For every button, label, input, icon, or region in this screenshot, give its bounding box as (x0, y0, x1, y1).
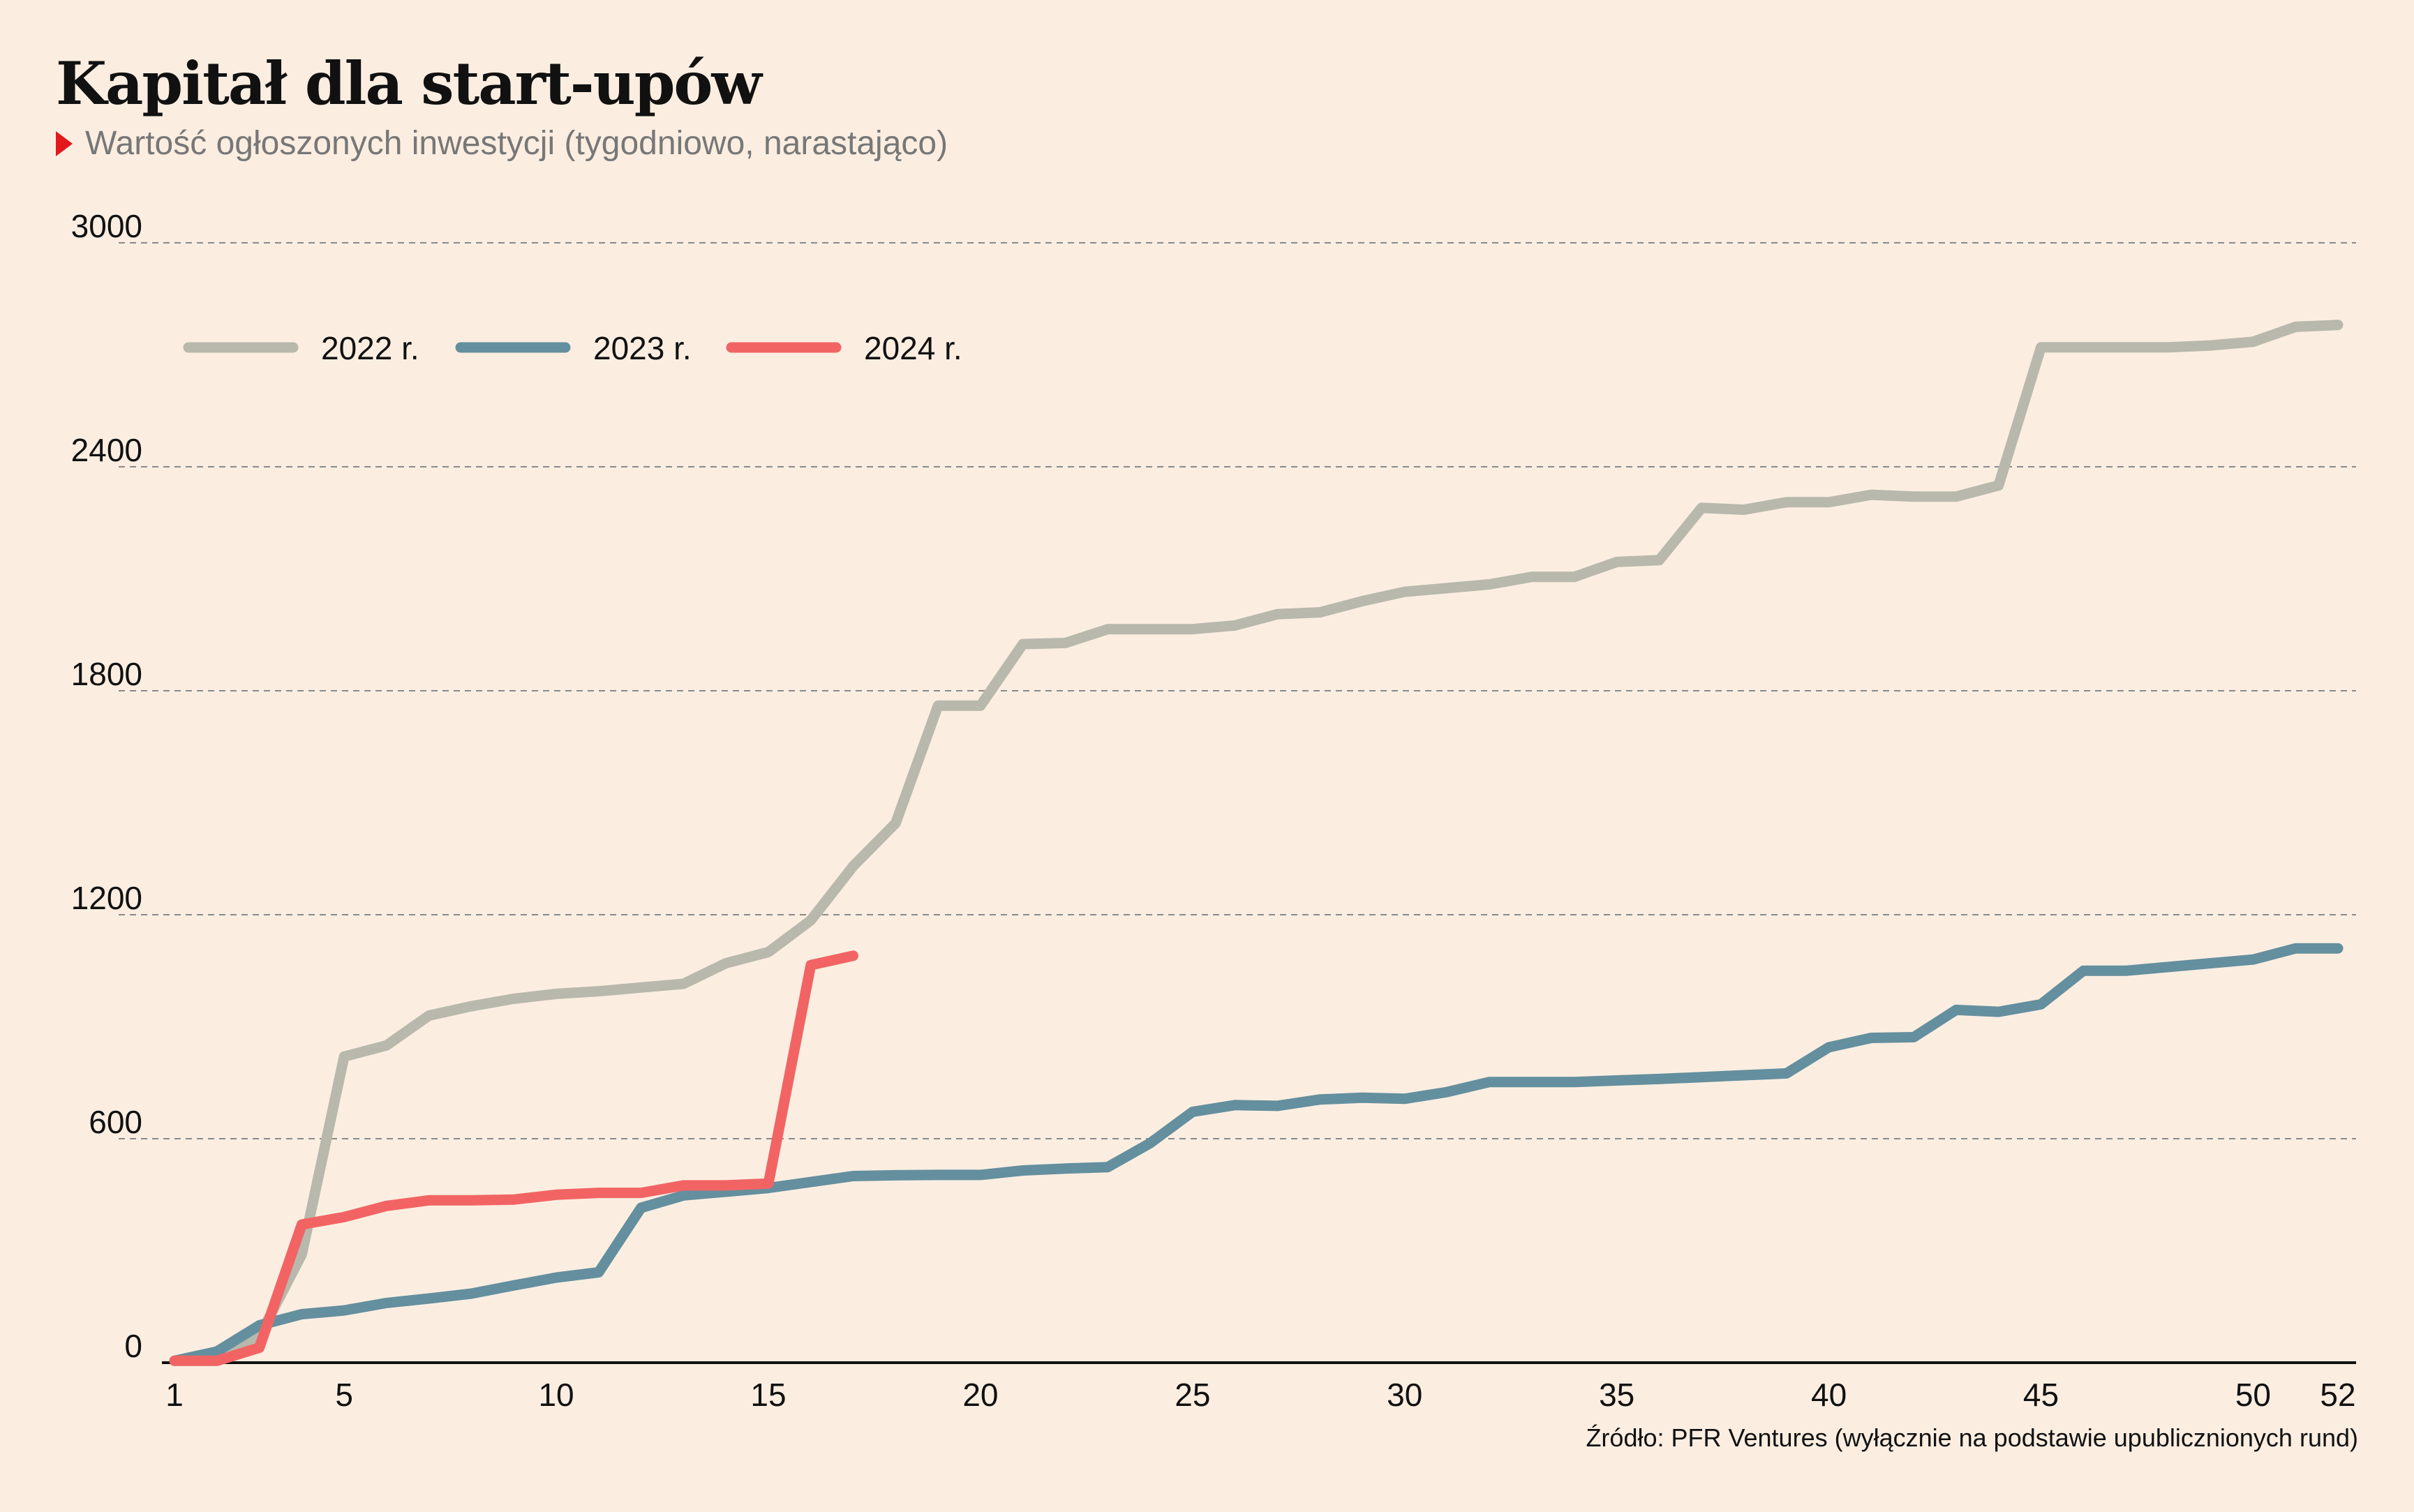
y-tick-label: 0 (124, 1328, 142, 1364)
grid-lines (119, 242, 2356, 1139)
source-note: Źródło: PFR Ventures (wyłącznie na podst… (1586, 1423, 2358, 1452)
x-tick-label: 20 (962, 1377, 998, 1413)
x-tick-label: 25 (1175, 1377, 1210, 1413)
x-axis-labels: 1 5 10 15 20 25 30 35 40 45 50 52 (165, 1377, 2355, 1413)
subtitle-marker-icon (56, 130, 73, 156)
x-tick-label: 52 (2320, 1377, 2355, 1413)
series-line-2022r (169, 320, 2344, 1366)
y-tick-label: 2400 (71, 432, 142, 468)
y-tick-label: 1200 (71, 880, 142, 916)
series-line-2023r (169, 943, 2344, 1366)
y-tick-label: 1800 (71, 656, 142, 692)
series-lines (169, 320, 2344, 1366)
x-tick-label: 15 (750, 1377, 786, 1413)
legend-label: 2024 r. (864, 330, 962, 366)
y-tick-label: 600 (89, 1104, 142, 1140)
x-tick-label: 30 (1387, 1377, 1422, 1413)
y-tick-label: 3000 (71, 208, 142, 244)
chart-subtitle: Wartość ogłoszonych inwestycji (tygodnio… (56, 124, 948, 163)
x-tick-label: 45 (2023, 1377, 2059, 1413)
x-tick-label: 1 (165, 1377, 184, 1413)
y-axis-labels: 0 600 1200 1800 2400 3000 (71, 208, 142, 1364)
legend: 2022 r. 2023 r. 2024 r. (183, 330, 962, 366)
chart-title: Kapitał dla start-upów (56, 49, 762, 118)
series-line-2024r (169, 950, 858, 1366)
x-tick-label: 50 (2235, 1377, 2271, 1413)
legend-label: 2022 r. (321, 330, 419, 366)
chart-subtitle-text: Wartość ogłoszonych inwestycji (tygodnio… (85, 125, 948, 162)
x-tick-label: 10 (538, 1377, 574, 1413)
legend-label: 2023 r. (593, 330, 692, 366)
x-tick-label: 5 (335, 1377, 353, 1413)
x-tick-label: 40 (1811, 1377, 1847, 1413)
x-tick-label: 35 (1599, 1377, 1634, 1413)
